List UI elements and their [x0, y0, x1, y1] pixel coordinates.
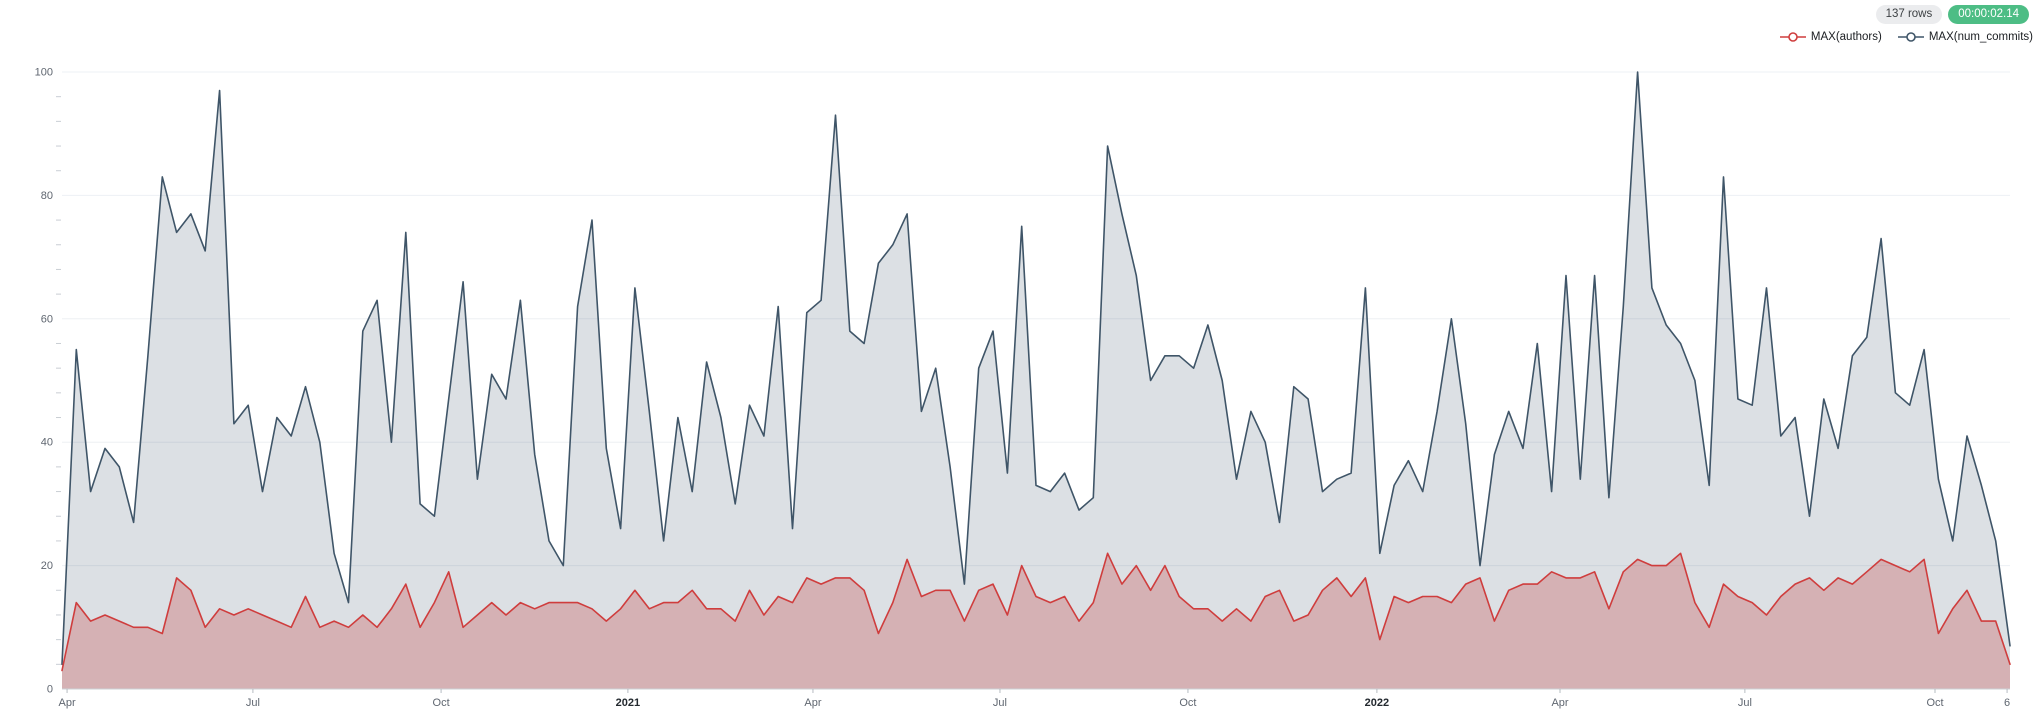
legend-item-num-commits[interactable]: MAX(num_commits) [1897, 31, 2033, 43]
y-tick-label: 80 [41, 190, 53, 202]
authors-line [61, 552, 2011, 672]
num-commits-area [62, 72, 2010, 689]
row-count-badge: 137 rows [1875, 5, 1943, 24]
authors-area [62, 553, 2010, 689]
x-tick-label: Jul [246, 697, 260, 709]
x-tick-label: Jul [993, 697, 1007, 709]
result-badges: 137 rows 00:00:02.14 [1875, 5, 2029, 24]
x-tick-label: Oct [1179, 697, 1196, 709]
num-commits-line [61, 71, 2011, 666]
x-tick-label: Oct [433, 697, 450, 709]
x-tick-label: Apr [59, 697, 76, 709]
x-tick-label: 6 [2004, 697, 2010, 709]
legend-marker-authors-icon [1779, 32, 1806, 42]
legend-marker-num-commits-icon [1897, 32, 1924, 42]
chart-legend: MAX(authors) MAX(num_commits) [1779, 31, 2033, 43]
y-tick-label: 0 [47, 684, 53, 696]
y-tick-label: 40 [41, 437, 53, 449]
elapsed-time-badge: 00:00:02.14 [1948, 5, 2029, 24]
legend-label-authors: MAX(authors) [1810, 31, 1882, 43]
legend-item-authors[interactable]: MAX(authors) [1779, 31, 1882, 43]
x-tick-label: Jul [1738, 697, 1752, 709]
x-tick-label: Apr [804, 697, 821, 709]
x-tick-label: Oct [1926, 697, 1943, 709]
x-tick-label: 2021 [616, 697, 640, 709]
y-tick-label: 60 [41, 313, 53, 325]
legend-label-num-commits: MAX(num_commits) [1928, 31, 2033, 43]
x-tick-label: Apr [1551, 697, 1568, 709]
y-tick-label: 100 [35, 67, 53, 79]
x-tick-label: 2022 [1365, 697, 1389, 709]
y-tick-label: 20 [41, 560, 53, 572]
